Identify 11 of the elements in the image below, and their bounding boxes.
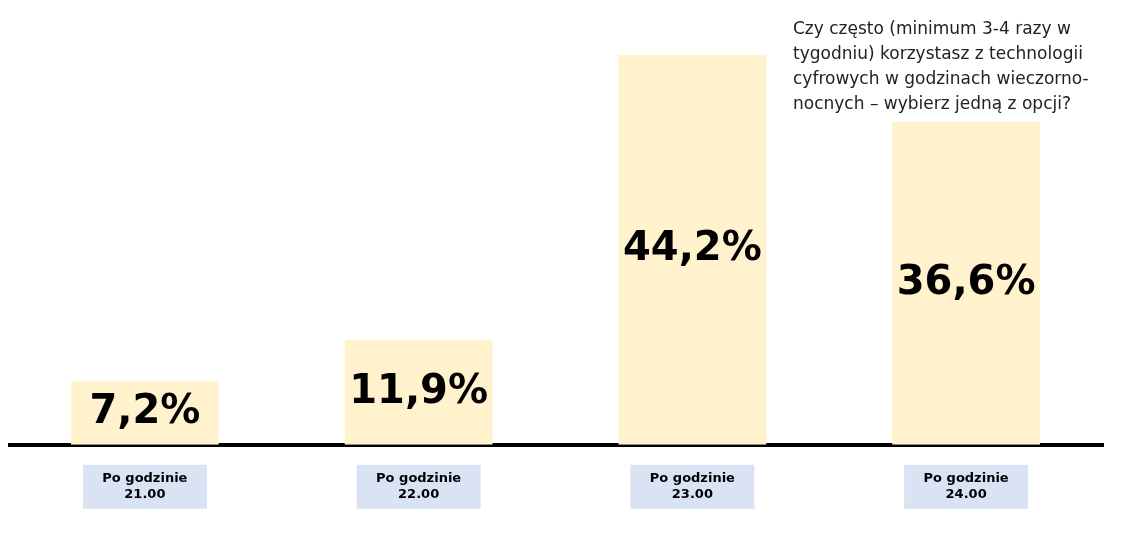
data-label: 44,2%: [622, 223, 762, 270]
bar: [618, 55, 767, 445]
data-label: 11,9%: [349, 365, 489, 412]
chart-title: Czy często (minimum 3-4 razy w tygodniu) korzystasz z technologii cyfrowych w godzinach wieczorno-nocnych – wybierz jedną z opcji?: [793, 16, 1093, 116]
x-tick-label: Po godzinie 23.00: [649, 469, 736, 501]
data-label: 36,6%: [896, 256, 1036, 303]
data-label: 7,2%: [89, 386, 201, 433]
x-tick-label: Po godzinie 21.00: [102, 469, 188, 501]
x-tick-label: Po godzinie 22.00: [376, 469, 462, 501]
x-tick-label: Po godzinie 24.00: [923, 469, 1009, 501]
bar: [892, 122, 1041, 445]
